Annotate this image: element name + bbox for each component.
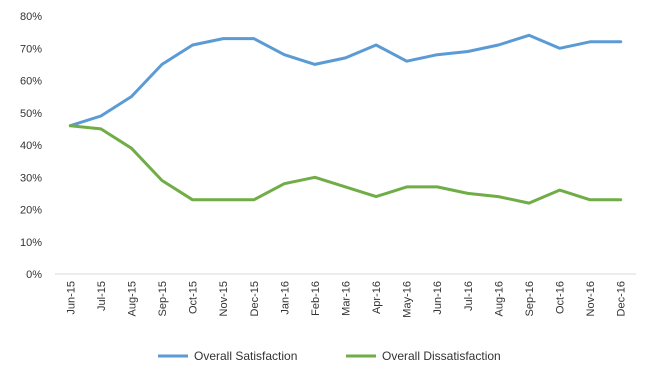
- y-tick-label: 60%: [20, 76, 42, 88]
- x-tick-label: Jul-15: [96, 281, 108, 311]
- y-tick-label: 70%: [20, 43, 42, 55]
- y-tick-label: 0%: [26, 269, 42, 281]
- y-tick-label: 80%: [20, 11, 42, 23]
- x-tick-label: Jul-16: [463, 281, 475, 311]
- x-tick-label: Sep-16: [524, 281, 536, 316]
- legend-label: Overall Dissatisfaction: [382, 349, 501, 363]
- y-tick-label: 30%: [20, 172, 42, 184]
- y-tick-label: 40%: [20, 140, 42, 152]
- y-tick-label: 10%: [20, 237, 42, 249]
- x-tick-label: Apr-16: [371, 281, 383, 314]
- x-tick-label: Aug-15: [126, 281, 138, 316]
- x-tick-label: Jan-16: [279, 281, 291, 315]
- x-axis-ticks: Jun-15 Jul-15 Aug-15 Sep-15 Oct-15 Nov-15 Dec-…: [65, 281, 627, 318]
- x-tick-label: Mar-16: [341, 281, 353, 316]
- x-tick-label: Jun-16: [432, 281, 444, 315]
- x-tick-label: Sep-15: [157, 281, 169, 316]
- series-line-dissatisfaction: [68, 124, 623, 205]
- x-tick-label: Dec-16: [616, 281, 628, 316]
- x-tick-label: May-16: [402, 281, 414, 318]
- legend-label: Overall Satisfaction: [194, 349, 297, 363]
- series-lines: [68, 33, 623, 205]
- series-line-satisfaction: [68, 33, 623, 128]
- y-tick-label: 20%: [20, 205, 42, 217]
- x-tick-label: Nov-16: [585, 281, 597, 316]
- x-tick-label: Dec-15: [249, 281, 261, 316]
- x-tick-label: Oct-15: [188, 281, 200, 314]
- x-tick-label: Nov-15: [218, 281, 230, 316]
- y-axis-ticks: 0% 10% 20% 30% 40% 50% 60% 70% 80%: [20, 11, 42, 281]
- x-tick-label: Aug-16: [493, 281, 505, 316]
- y-tick-label: 50%: [20, 108, 42, 120]
- x-tick-label: Feb-16: [310, 281, 322, 316]
- x-tick-label: Jun-15: [65, 281, 77, 315]
- legend: Overall Satisfaction Overall Dissatisfact…: [158, 349, 501, 363]
- x-tick-label: Oct-16: [555, 281, 567, 314]
